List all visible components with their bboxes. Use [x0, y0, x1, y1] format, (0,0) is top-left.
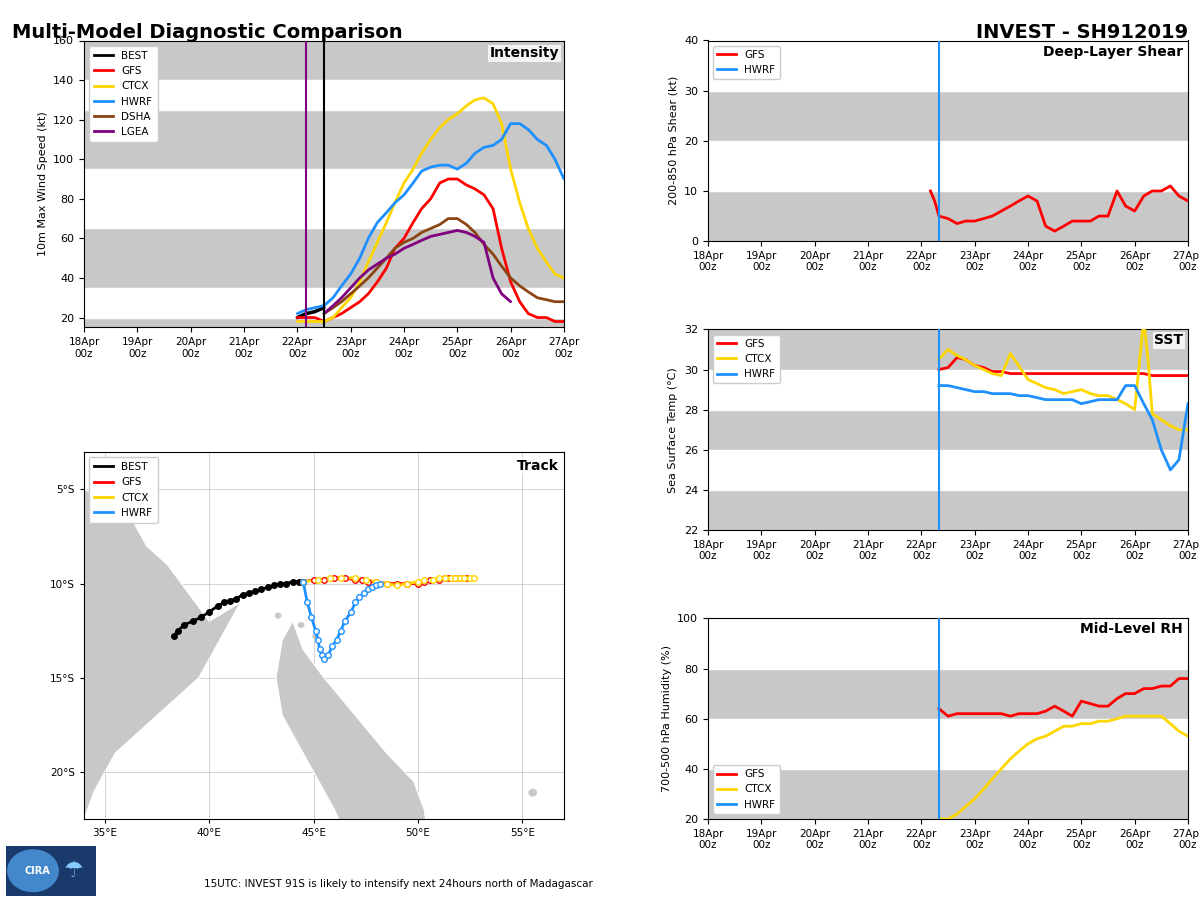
Text: ☂: ☂: [64, 860, 84, 881]
Circle shape: [528, 789, 536, 796]
Text: CIRA: CIRA: [25, 866, 50, 876]
Bar: [708, 450, 1188, 490]
Text: Multi-Model Diagnostic Comparison: Multi-Model Diagnostic Comparison: [12, 22, 403, 41]
Y-axis label: 10m Max Wind Speed (kt): 10m Max Wind Speed (kt): [37, 112, 48, 256]
Bar: [708, 370, 1188, 410]
Text: Mid-Level RH: Mid-Level RH: [1080, 623, 1183, 636]
Bar: [84, 169, 564, 229]
Text: Track: Track: [517, 459, 559, 473]
Polygon shape: [84, 452, 240, 819]
Y-axis label: Sea Surface Temp (°C): Sea Surface Temp (°C): [668, 367, 678, 492]
Legend: GFS, HWRF: GFS, HWRF: [713, 46, 780, 79]
Circle shape: [275, 613, 281, 618]
Y-axis label: 200-850 hPa Shear (kt): 200-850 hPa Shear (kt): [668, 76, 678, 205]
Bar: [708, 140, 1188, 191]
Legend: BEST, GFS, CTCX, HWRF: BEST, GFS, CTCX, HWRF: [89, 457, 157, 523]
Bar: [708, 618, 1188, 669]
Bar: [84, 288, 564, 318]
Text: SST: SST: [1154, 333, 1183, 347]
Legend: GFS, CTCX, HWRF: GFS, CTCX, HWRF: [713, 335, 780, 383]
Text: Deep-Layer Shear: Deep-Layer Shear: [1043, 44, 1183, 58]
Polygon shape: [8, 850, 59, 892]
Bar: [708, 40, 1188, 91]
Legend: BEST, GFS, CTCX, HWRF, DSHA, LGEA: BEST, GFS, CTCX, HWRF, DSHA, LGEA: [89, 46, 157, 142]
Circle shape: [312, 634, 319, 639]
Text: Intensity: Intensity: [490, 46, 559, 60]
Legend: GFS, CTCX, HWRF: GFS, CTCX, HWRF: [713, 765, 780, 814]
Bar: [84, 80, 564, 110]
Circle shape: [298, 622, 304, 628]
Polygon shape: [276, 621, 428, 876]
Text: 15UTC: INVEST 91S is likely to intensify next 24hours north of Madagascar: 15UTC: INVEST 91S is likely to intensify…: [204, 879, 593, 889]
Y-axis label: 700-500 hPa Humidity (%): 700-500 hPa Humidity (%): [661, 645, 672, 792]
Bar: [708, 719, 1188, 769]
Text: INVEST - SH912019: INVEST - SH912019: [976, 22, 1188, 41]
